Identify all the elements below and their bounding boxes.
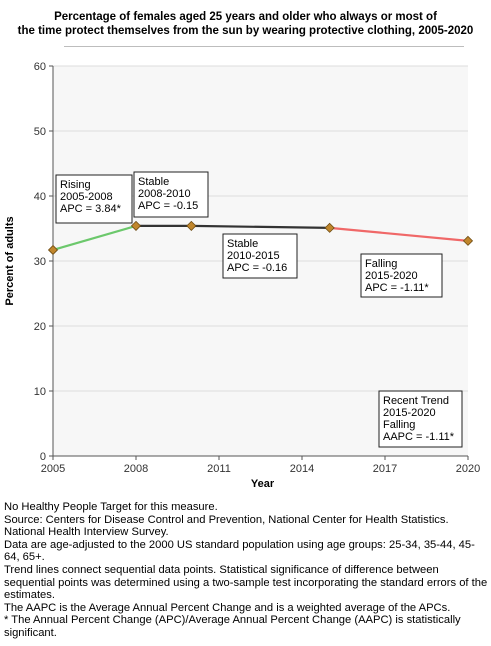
x-tick-label: 2008 [124, 463, 148, 475]
data-point [186, 220, 197, 231]
annotation-line: Falling [383, 419, 415, 431]
chart-title: Percentage of females aged 25 years and … [0, 10, 491, 38]
annotation-line: 2005-2008 [60, 191, 113, 203]
y-tick-label: 50 [34, 126, 46, 138]
annotation-box [55, 174, 133, 224]
annotation-line: APC = -0.16 [227, 262, 287, 274]
line-chart: 0 10 20 30 40 50 60 2005 2008 2011 2014 2017 2020 Yea… [4, 61, 480, 490]
annotation-box [360, 253, 443, 298]
y-tick-label: 10 [34, 386, 46, 398]
footnote-source: Source: Centers for Disease Control and … [4, 513, 449, 539]
y-tick-label: 20 [34, 321, 46, 333]
annotation-line: Falling [365, 258, 397, 270]
y-tick-label: 0 [40, 451, 46, 463]
annotation-line: Stable [138, 176, 169, 188]
annotation-line: APC = 3.84* [60, 203, 122, 215]
annotation-line: APC = -0.15 [138, 200, 198, 212]
chart-title-line-1: Percentage of females aged 25 years and … [54, 11, 437, 23]
annotation-line: APC = -1.11* [365, 282, 429, 294]
y-tick-label: 40 [34, 191, 46, 203]
x-tick-label: 2011 [207, 463, 231, 475]
annotation-line: 2015-2020 [383, 407, 436, 419]
data-point [462, 235, 474, 246]
data-point [324, 222, 335, 233]
data-point [47, 244, 59, 256]
annotation-box [378, 390, 463, 448]
annotation-line: Recent Trend [383, 395, 449, 407]
footnote-aapc: The AAPC is the Average Annual Percent C… [4, 601, 451, 614]
trend-segment-stable [191, 224, 330, 229]
annotation-line: Rising [60, 179, 91, 191]
annotation-box [222, 233, 298, 279]
footnote-age-adjust: Data are age-adjusted to the 2000 US sta… [4, 538, 475, 564]
footnote-significance: * The Annual Percent Change (APC)/Averag… [4, 614, 461, 639]
annotation-line: AAPC = -1.11* [383, 431, 455, 443]
annotation-line: 2008-2010 [138, 188, 191, 200]
y-axis-label: Percent of adults [4, 216, 16, 305]
trend-segment-falling [329, 226, 469, 242]
footnotes: No Healthy People Target for this measur… [4, 501, 489, 640]
y-tick-label: 60 [34, 61, 46, 73]
annotation-line: 2015-2020 [365, 270, 418, 282]
annotation-line: Stable [227, 238, 258, 250]
x-tick-label: 2020 [456, 463, 480, 475]
x-tick-label: 2014 [290, 463, 314, 475]
annotation-line: 2010-2015 [227, 250, 280, 262]
x-tick-label: 2005 [41, 463, 65, 475]
x-tick-label: 2017 [373, 463, 397, 475]
chart-title-line-2: the time protect themselves from the sun… [17, 25, 474, 37]
trend-segment-rising [52, 224, 137, 252]
footnote-target: No Healthy People Target for this measur… [4, 501, 218, 513]
annotation-box [133, 171, 209, 218]
x-axis-label: Year [251, 478, 275, 490]
y-tick-label: 30 [34, 256, 46, 268]
title-divider [64, 46, 464, 47]
data-point [130, 220, 142, 231]
footnote-trend-method: Trend lines connect sequential data poin… [4, 563, 488, 602]
